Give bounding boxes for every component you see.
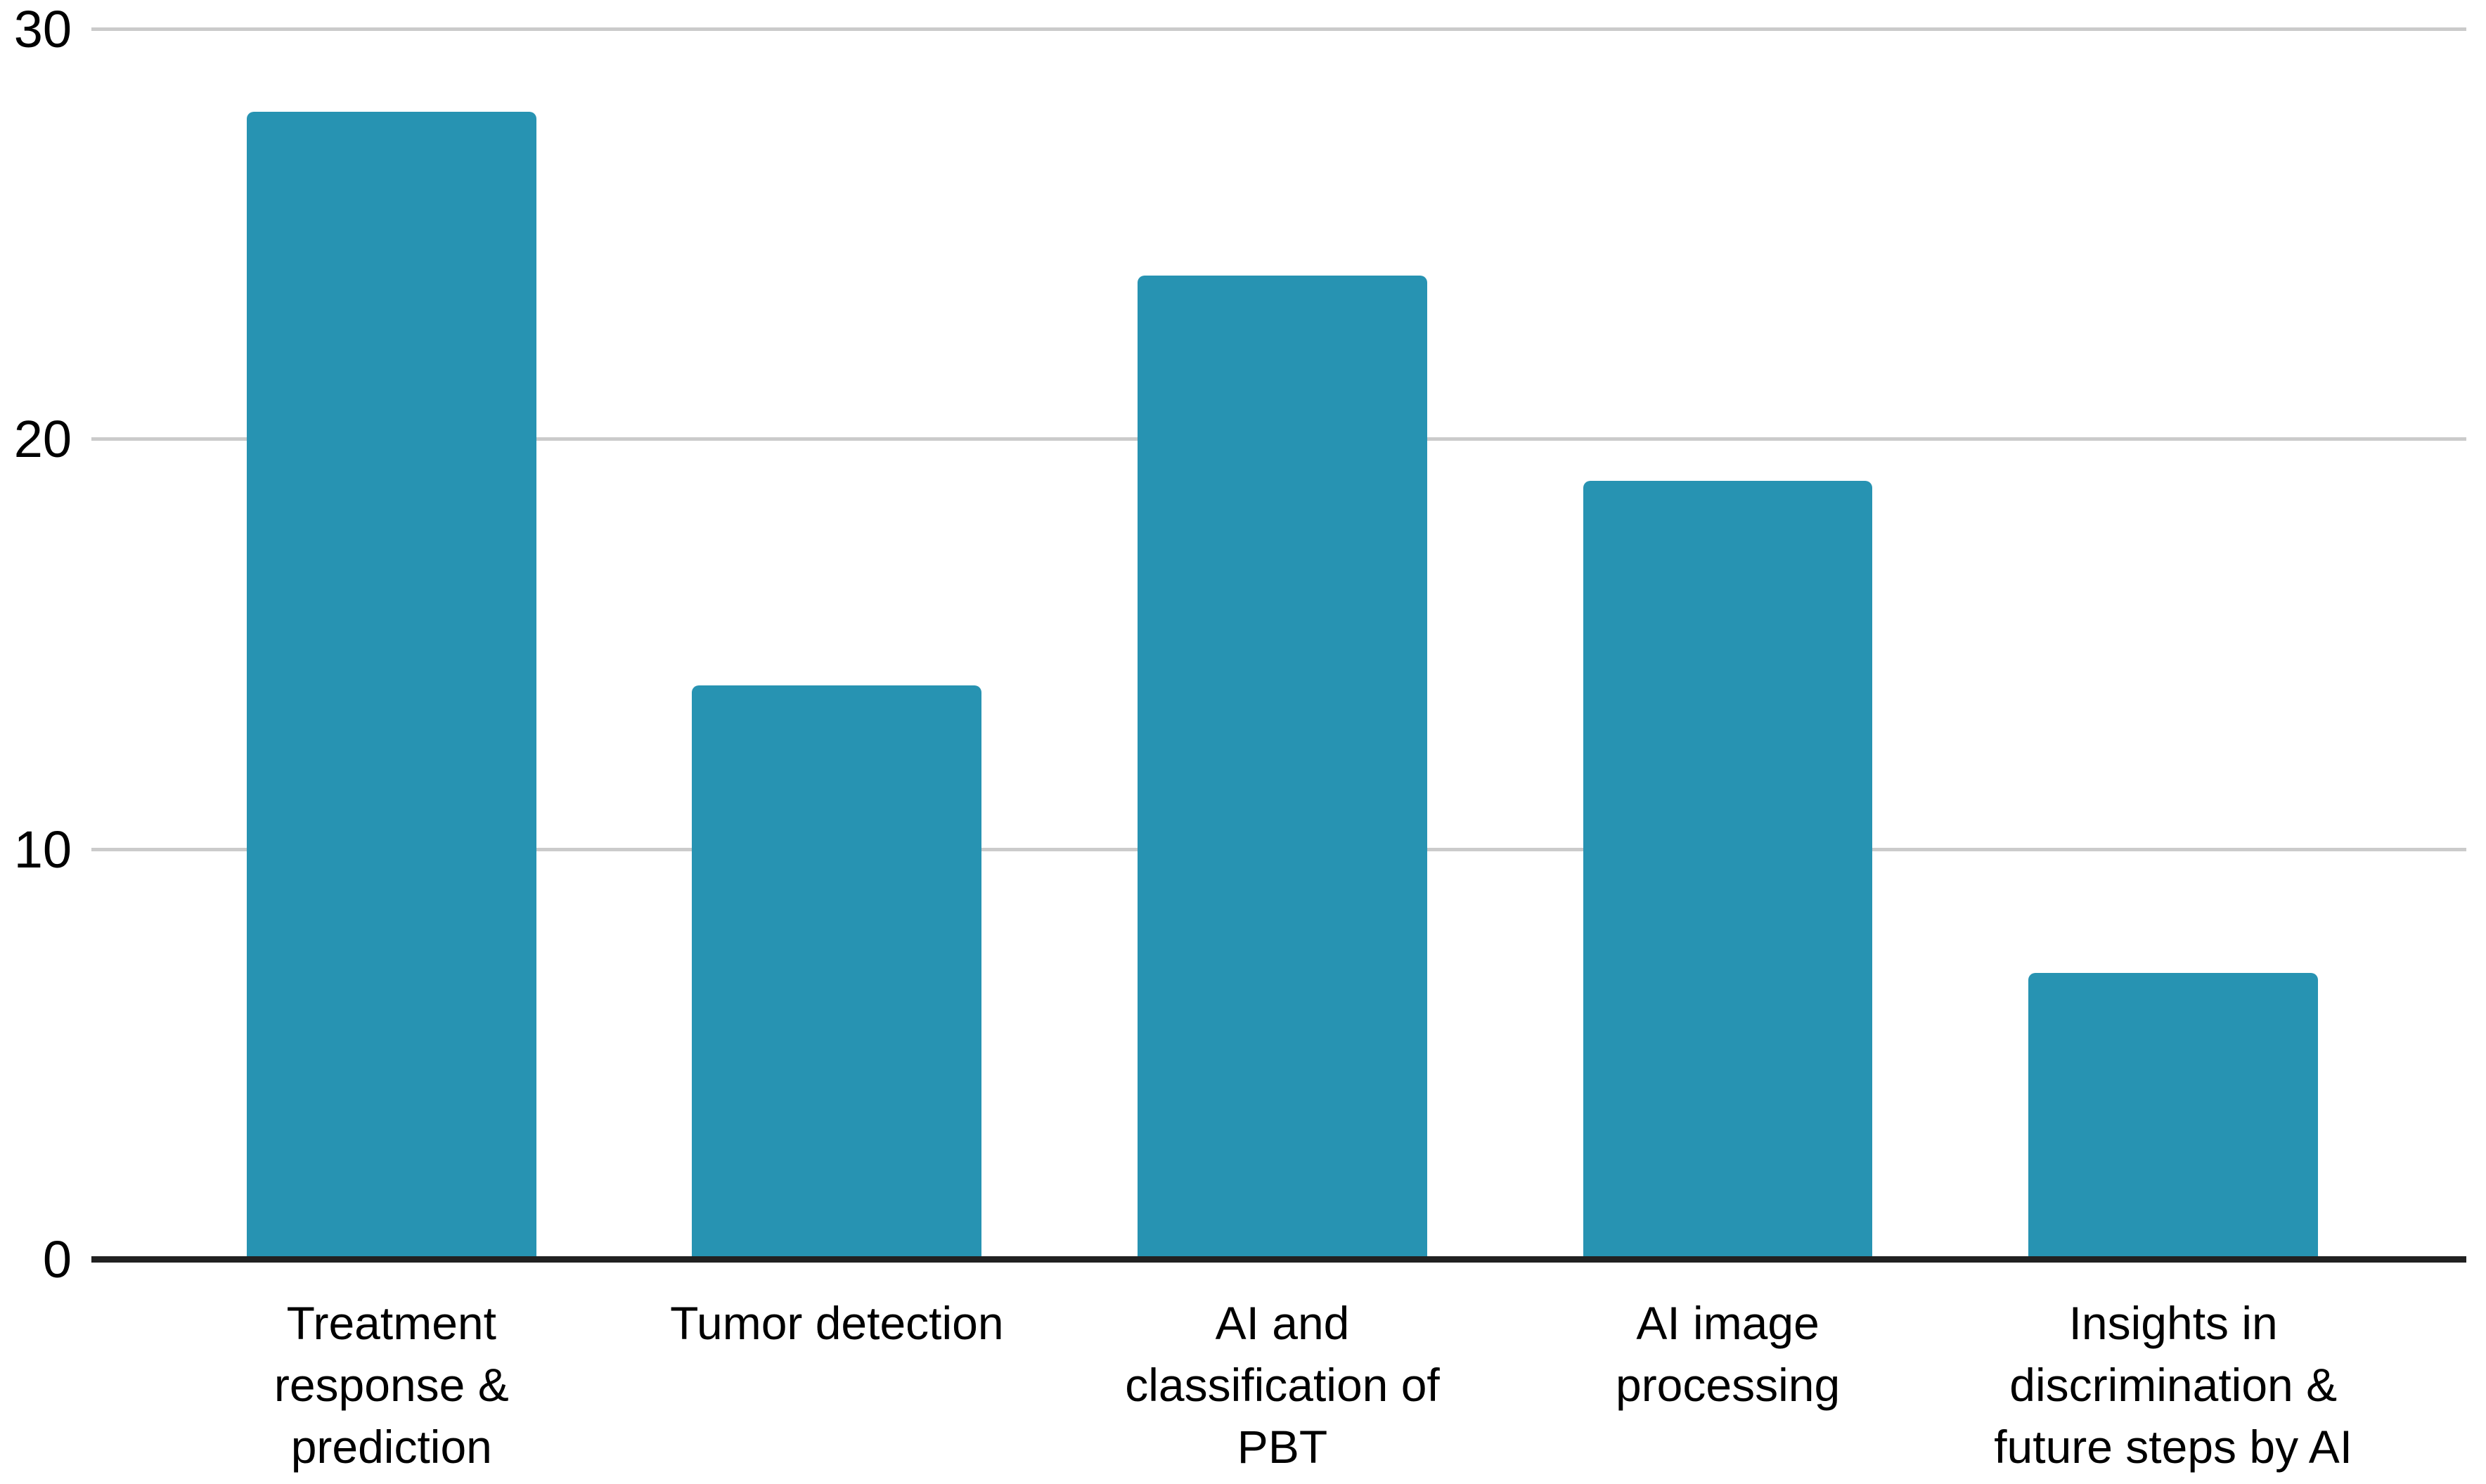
- bar: [1583, 480, 1873, 1260]
- bar: [692, 685, 982, 1260]
- x-axis-label: Treatment response & prediction: [273, 1297, 509, 1473]
- bar-band: [614, 30, 1060, 1260]
- x-axis-label: Insights in discrimination & future step…: [1994, 1297, 2353, 1473]
- bar-band: [169, 30, 614, 1260]
- bar: [246, 111, 536, 1260]
- x-axis-labels: Treatment response & prediction Tumor det…: [169, 1292, 2396, 1478]
- x-axis-label: AI image processing: [1615, 1297, 1841, 1411]
- bar-band: [1060, 30, 1505, 1260]
- x-axis-line: [91, 1256, 2466, 1263]
- bar-band: [1950, 30, 2396, 1260]
- bar: [2028, 972, 2319, 1260]
- bar-band: [1505, 30, 1951, 1260]
- x-axis-label: AI and classification of PBT: [1125, 1297, 1440, 1473]
- y-tick-label-30: 30: [13, 0, 72, 58]
- y-tick-label-10: 10: [13, 820, 72, 879]
- y-tick-label-20: 20: [13, 410, 72, 469]
- plot-area: [91, 27, 2466, 1263]
- bar: [1138, 276, 1427, 1260]
- bars-group: [169, 30, 2396, 1260]
- gridline-30: [91, 27, 2466, 31]
- x-axis-label: Tumor detection: [670, 1297, 1004, 1349]
- y-tick-label-0: 0: [42, 1230, 72, 1289]
